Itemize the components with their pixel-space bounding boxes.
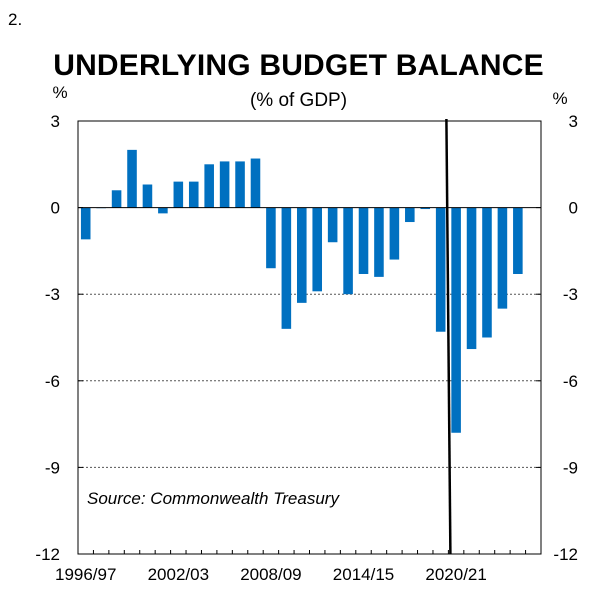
bar-2013/14	[343, 207, 353, 295]
bar-2020/21	[451, 207, 461, 433]
y-tick-label-right: 3	[569, 112, 578, 131]
x-tick-label: 1996/97	[55, 565, 116, 584]
bar-2024/25	[513, 207, 523, 274]
bar-2019/20	[435, 207, 446, 332]
x-tick-label: 2020/21	[425, 565, 486, 584]
bar-2007/08	[250, 158, 261, 208]
figure-number: 2.	[8, 10, 23, 29]
bar-2002/03	[173, 181, 184, 208]
x-axis: 1996/97 2002/03 2008/09 2014/15 2020/21	[55, 550, 542, 584]
bar-2012/13	[327, 207, 338, 243]
bar-2022/23	[482, 207, 492, 338]
bar-2005/06	[219, 161, 230, 208]
y-tick-label-right: -3	[563, 285, 578, 304]
y-tick-label-right: -9	[563, 458, 578, 477]
y-tick-label-right: -6	[563, 372, 578, 391]
bar-2016/17	[389, 207, 400, 260]
x-tick-label: 2002/03	[148, 565, 209, 584]
y-tick-label-left: -6	[45, 372, 60, 391]
bar-2004/05	[204, 164, 214, 208]
y-axis-left: 3 0 -3 -6 -9 -12	[35, 112, 83, 564]
bar-2006/07	[235, 161, 245, 208]
chart-title: UNDERLYING BUDGET BALANCE	[53, 49, 544, 82]
bar-1999/00	[127, 149, 137, 208]
bar-1996/97	[80, 207, 91, 240]
bar-2014/15	[358, 207, 369, 274]
bar-1998/99	[111, 190, 122, 208]
bar-2023/24	[497, 207, 508, 309]
y-tick-label-left: 0	[51, 199, 60, 218]
bar-2008/09	[266, 207, 276, 269]
source-annotation: Source: Commonwealth Treasury	[87, 489, 340, 508]
bar-2011/12	[312, 207, 323, 292]
bar-2018/19	[420, 207, 431, 210]
vertical-marker-line	[445, 118, 452, 555]
bar-2010/11	[296, 207, 307, 303]
bar-2015/16	[374, 207, 384, 277]
bar-2021/22	[466, 207, 477, 350]
y-tick-label-left: -12	[35, 545, 60, 564]
bar-2001/02	[158, 207, 168, 214]
y-tick-label-left: -9	[45, 458, 60, 477]
bar-2000/01	[142, 184, 153, 208]
x-tick-label: 2008/09	[240, 565, 301, 584]
y-tick-label-right: 0	[569, 199, 578, 218]
bar-2003/04	[188, 181, 199, 208]
y-unit-left: %	[52, 83, 67, 102]
y-tick-label-left: -3	[45, 285, 60, 304]
x-tick-label: 2014/15	[333, 565, 394, 584]
y-axis-right: 3 0 -3 -6 -9 -12	[536, 112, 578, 564]
y-tick-label-right: -12	[553, 545, 578, 564]
y-tick-label-left: 3	[51, 112, 60, 131]
bar-series	[80, 149, 523, 433]
chart-subtitle: (% of GDP)	[249, 90, 348, 111]
bar-2009/10	[281, 207, 292, 329]
bar-2017/18	[405, 207, 415, 223]
y-unit-right: %	[552, 89, 567, 108]
gridlines	[78, 293, 541, 468]
